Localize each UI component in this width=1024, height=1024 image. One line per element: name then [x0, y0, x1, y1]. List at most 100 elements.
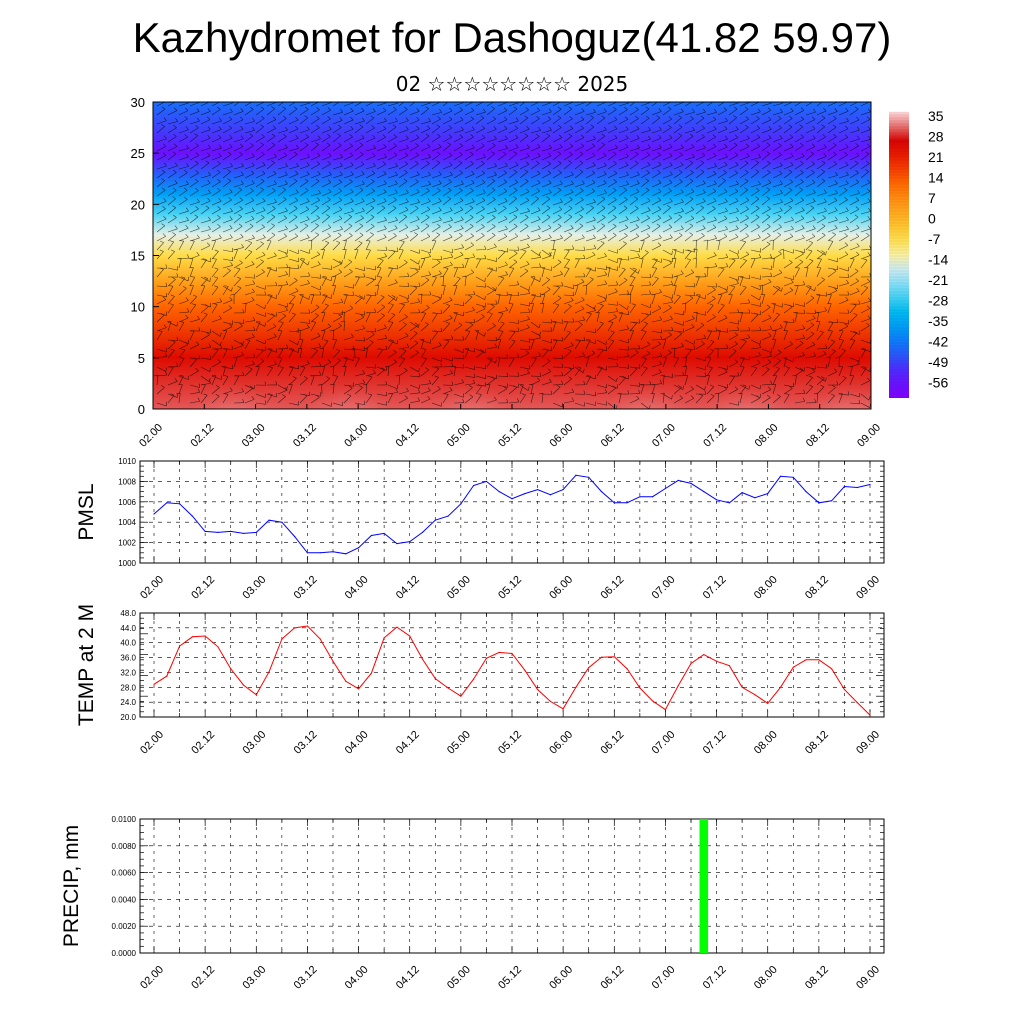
wind-barb — [343, 320, 345, 332]
wind-barb — [860, 153, 870, 161]
wind-barb-flag — [582, 316, 586, 321]
wind-barb — [662, 357, 667, 368]
wind-barb-flag — [404, 152, 409, 156]
wind-barb — [398, 374, 400, 386]
wind-barb — [860, 402, 870, 408]
wind-barb-flag — [214, 285, 219, 288]
wind-barb-flag — [218, 144, 222, 149]
wind-barb — [486, 339, 497, 342]
wind-barb-flag — [527, 207, 530, 212]
wind-barb-flag — [227, 151, 232, 155]
wind-barb — [167, 286, 174, 296]
wind-barb-flag — [789, 134, 794, 138]
wind-barb — [453, 119, 464, 125]
wind-barb — [233, 268, 241, 278]
wind-barb — [739, 357, 745, 368]
wind-barb — [640, 108, 650, 116]
wind-barb-flag — [162, 233, 167, 237]
wind-barb — [442, 285, 446, 296]
wind-barb-flag — [252, 316, 256, 321]
wind-barb-flag — [532, 357, 537, 359]
wind-barb — [530, 190, 540, 197]
wind-barb — [299, 367, 306, 377]
wind-barb — [607, 109, 617, 116]
wind-barb — [684, 366, 687, 377]
wind-barb-flag — [621, 375, 626, 378]
wind-barb — [860, 163, 870, 170]
pmsl-x-tick-label: 03.12 — [292, 574, 320, 602]
wind-barb — [651, 217, 661, 224]
wind-barb-flag — [701, 134, 705, 138]
wind-barb — [728, 183, 739, 188]
wind-barb-flag — [239, 260, 243, 264]
wind-barb-flag — [428, 117, 431, 122]
warm-surface-blob — [699, 347, 796, 409]
wind-barb — [189, 344, 200, 350]
wind-barb — [695, 155, 706, 161]
wind-barb — [420, 163, 430, 170]
wind-barb-flag — [637, 253, 641, 258]
wind-barb — [398, 350, 407, 359]
wind-barb-flag — [799, 187, 803, 190]
wind-barb-flag — [383, 143, 387, 148]
wind-barb — [530, 118, 540, 125]
wind-barb-flag — [418, 265, 421, 270]
wind-barb — [596, 237, 607, 242]
wind-barb — [618, 235, 628, 242]
wind-barb — [178, 172, 188, 179]
wind-barb-flag — [524, 268, 529, 272]
wind-barb-flag — [206, 332, 210, 336]
wind-barb-flag — [500, 321, 505, 324]
wind-barb-flag — [434, 375, 439, 378]
wind-barb-flag — [393, 134, 397, 138]
wind-barb — [211, 200, 222, 206]
wind-barb — [563, 199, 573, 206]
wind-barb — [695, 366, 706, 371]
wind-barb-flag — [184, 134, 188, 138]
wind-barb — [585, 376, 592, 386]
wind-barb — [464, 396, 474, 404]
wind-barb-flag — [162, 296, 167, 300]
wind-barb — [453, 183, 464, 188]
wind-barb — [519, 237, 530, 242]
wind-barb — [453, 348, 464, 353]
wind-barb-flag — [284, 225, 288, 230]
wind-barb — [816, 171, 825, 179]
wind-barb-flag — [690, 206, 695, 210]
wind-barb-flag — [322, 276, 327, 278]
wind-barb — [563, 207, 573, 215]
wind-barb — [321, 340, 329, 350]
wind-barb — [750, 216, 760, 224]
wind-barb-flag — [725, 253, 729, 258]
wind-barb — [354, 382, 365, 386]
wind-barb — [354, 312, 365, 316]
wind-barb-flag — [724, 288, 728, 293]
wind-barb — [717, 257, 728, 260]
wind-barb-flag — [352, 382, 355, 387]
wind-barb — [618, 199, 628, 206]
wind-barb — [321, 402, 332, 407]
wind-barb — [750, 303, 761, 307]
wind-barb — [387, 165, 398, 170]
wind-barbs — [154, 102, 871, 409]
wind-barb — [728, 350, 737, 359]
wind-barb — [585, 254, 596, 260]
wind-barb — [321, 102, 332, 107]
wind-barb — [783, 249, 794, 254]
wind-barb-flag — [306, 171, 310, 175]
wind-barb-flag — [846, 225, 849, 230]
wind-barb-flag — [196, 108, 200, 112]
wind-barb-flag — [272, 116, 277, 120]
wind-barb — [475, 348, 486, 354]
wind-barb — [189, 357, 200, 360]
wind-barb — [321, 109, 331, 116]
wind-barb-flag — [802, 325, 805, 329]
wind-barb-flag — [645, 313, 649, 316]
wind-barb-flag — [557, 223, 562, 227]
wind-barb-flag — [809, 258, 814, 262]
wind-barb-flag — [462, 275, 467, 278]
wind-barb — [662, 339, 667, 350]
wind-barb — [805, 172, 815, 179]
pmsl-y-tick-label: 1002 — [118, 539, 136, 548]
